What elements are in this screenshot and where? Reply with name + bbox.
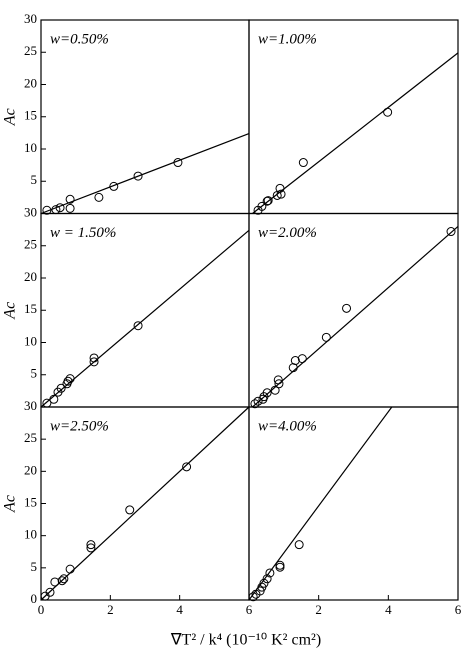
data-point: [446, 227, 456, 237]
data-point: [57, 576, 67, 586]
x-tick-label: 4: [176, 602, 183, 617]
data-point: [109, 181, 119, 191]
y-tick-label: 25: [24, 43, 37, 58]
panel-frame: [248, 212, 459, 408]
data-point: [276, 189, 286, 199]
fit-line: [252, 52, 459, 214]
data-point: [63, 376, 73, 386]
data-point: [273, 375, 283, 385]
data-point: [50, 577, 60, 587]
fit-line: [40, 229, 250, 408]
data-point: [290, 356, 300, 366]
x-tick-label: 2: [107, 602, 114, 617]
data-point: [65, 194, 75, 204]
x-tick-label: 6: [455, 602, 462, 617]
data-point: [265, 568, 275, 578]
data-point: [86, 540, 96, 550]
data-point: [259, 578, 269, 588]
data-point: [262, 574, 272, 584]
panel-label: w = 1.50%: [50, 225, 116, 241]
data-point: [133, 171, 143, 181]
y-tick-label: 5: [31, 366, 38, 381]
data-point: [262, 196, 272, 206]
y-tick-label: 25: [24, 430, 37, 445]
fit-line: [40, 132, 250, 215]
data-point: [342, 303, 352, 313]
data-point: [270, 385, 280, 395]
y-axis-label: Ac: [2, 302, 19, 320]
fit-line: [40, 406, 250, 601]
data-point: [89, 357, 99, 367]
data-point: [182, 462, 192, 472]
data-point: [250, 399, 260, 409]
panel-frame: [248, 406, 459, 601]
x-axis-label: ∇T² / k⁴ (10⁻¹⁰ K² cm²): [170, 632, 321, 649]
y-axis-label: Ac: [2, 495, 19, 513]
y-tick-label: 10: [24, 527, 37, 542]
data-point: [257, 201, 267, 211]
y-tick-label: 15: [24, 494, 37, 509]
panel-label: w=0.50%: [50, 31, 109, 47]
y-tick-label: 0: [31, 591, 38, 606]
data-point: [65, 564, 75, 574]
fit-line: [248, 406, 393, 601]
data-point: [65, 374, 75, 384]
fit-line: [252, 225, 459, 408]
data-point: [59, 574, 69, 584]
data-point: [263, 196, 273, 206]
data-point: [55, 203, 65, 213]
panel-label: w=2.00%: [258, 225, 317, 241]
data-point: [89, 353, 99, 363]
x-tick-label: 0: [38, 602, 45, 617]
data-point: [321, 332, 331, 342]
data-point: [275, 562, 285, 572]
data-point: [49, 394, 59, 404]
y-tick-label: 20: [24, 269, 37, 284]
data-point: [294, 540, 304, 550]
x-tick-label: 6: [246, 602, 253, 617]
panel-frame: [40, 19, 250, 215]
y-tick-label: 30: [24, 398, 37, 413]
data-point: [173, 158, 183, 168]
data-point: [42, 205, 52, 215]
y-tick-label: 30: [24, 11, 37, 26]
y-tick-label: 10: [24, 333, 37, 348]
x-tick-label: 2: [315, 602, 322, 617]
panel-label: w=4.00%: [258, 418, 317, 434]
y-tick-label: 20: [24, 462, 37, 477]
panel-label: w=1.00%: [258, 31, 317, 47]
data-point: [274, 379, 284, 389]
data-point: [86, 543, 96, 553]
data-point: [125, 505, 135, 515]
data-point: [275, 560, 285, 570]
data-point: [45, 587, 55, 597]
data-point: [253, 396, 263, 406]
y-tick-label: 25: [24, 237, 37, 252]
y-tick-label: 5: [31, 559, 38, 574]
y-axis-label: Ac: [2, 108, 19, 126]
data-point: [383, 107, 393, 117]
y-tick-label: 15: [24, 108, 37, 123]
data-point: [262, 388, 272, 398]
data-point: [133, 321, 143, 331]
y-tick-label: 30: [24, 204, 37, 219]
panel-frame: [40, 212, 250, 408]
y-tick-label: 15: [24, 301, 37, 316]
panel-label: w=2.50%: [50, 418, 109, 434]
y-tick-label: 20: [24, 75, 37, 90]
data-point: [298, 158, 308, 168]
x-tick-label: 4: [385, 602, 392, 617]
data-point: [94, 192, 104, 202]
data-point: [65, 203, 75, 213]
data-point: [297, 354, 307, 364]
data-point: [275, 183, 285, 193]
data-point: [248, 592, 258, 602]
y-tick-label: 5: [31, 172, 38, 187]
y-tick-label: 10: [24, 140, 37, 155]
data-point: [56, 383, 66, 393]
